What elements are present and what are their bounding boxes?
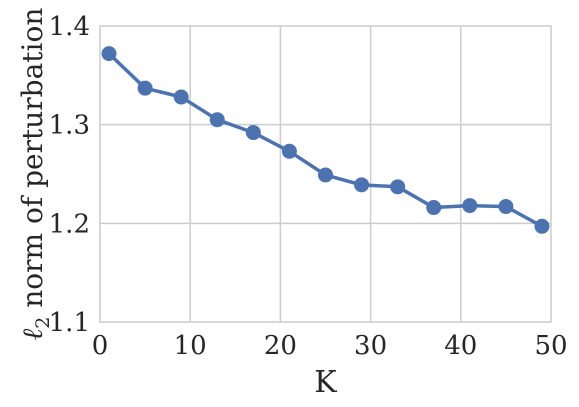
x-tick-label: 40: [444, 331, 477, 361]
y-axis-title: ℓ2 norm of perturbation: [16, 8, 54, 341]
x-tick-label: 0: [92, 331, 109, 361]
x-axis-title: K: [314, 365, 337, 400]
x-tick-label: 30: [354, 331, 387, 361]
series-layer: [101, 46, 550, 234]
data-point: [209, 112, 225, 128]
data-point: [534, 218, 550, 234]
data-point: [281, 143, 297, 159]
data-point: [426, 200, 442, 216]
grid: [100, 26, 551, 322]
data-point: [498, 199, 514, 215]
tick-labels: 0 10 20 30 40 50 1.1 1.2 1.3 1.4: [49, 12, 568, 361]
y-axis-title-text: norm of perturbation: [16, 8, 49, 317]
x-tick-label: 50: [534, 331, 567, 361]
y-tick-label: 1.4: [49, 12, 90, 42]
data-point: [173, 89, 189, 105]
data-point: [137, 80, 153, 96]
y-tick-label: 1.2: [49, 209, 90, 239]
x-tick-label: 20: [264, 331, 297, 361]
data-point: [101, 46, 117, 62]
data-point: [245, 125, 261, 141]
y-tick-label: 1.1: [49, 308, 90, 338]
data-point: [462, 198, 478, 214]
data-point: [390, 179, 406, 195]
data-point: [354, 177, 370, 193]
x-tick-label: 10: [174, 331, 207, 361]
y-axis-title-subscript: 2: [32, 317, 54, 329]
data-point: [318, 167, 333, 183]
y-tick-label: 1.3: [49, 111, 90, 141]
y-axis-title-symbol: ℓ: [16, 328, 49, 340]
